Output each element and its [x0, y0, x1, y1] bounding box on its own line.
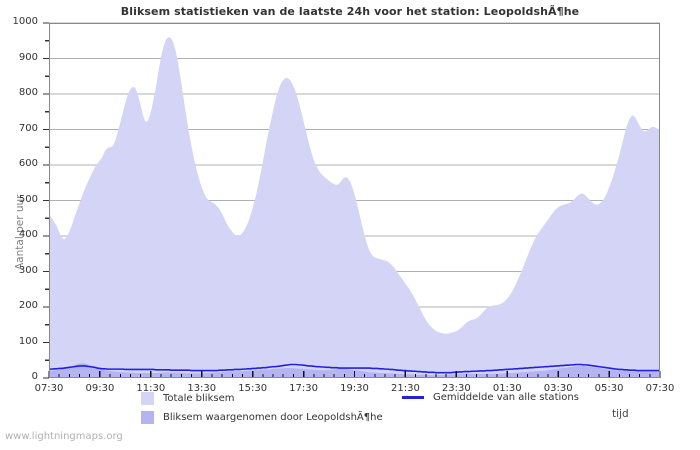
y-tick-label: 400	[18, 229, 38, 240]
legend-item-station: Bliksem waargenomen door LeopoldshÃ¶he	[141, 411, 383, 424]
x-tick-label: 11:30	[136, 383, 166, 394]
legend-label-average: Gemiddelde van alle stations	[433, 392, 579, 403]
series-line-average-all-stations	[49, 363, 660, 374]
x-tick-label: 15:30	[238, 383, 268, 394]
y-tick-label: 200	[18, 300, 38, 311]
plot-frame	[49, 23, 660, 378]
x-tick-label: 19:30	[340, 383, 369, 394]
y-tick-label: 100	[18, 335, 38, 347]
x-axis-title: tijd	[612, 408, 629, 420]
watermark: www.lightningmaps.org	[5, 431, 123, 442]
x-tick-label: 09:30	[85, 383, 115, 394]
light-lavender-swatch	[141, 392, 154, 405]
x-tick-label: 13:30	[187, 383, 217, 394]
y-tick-label: 1000	[12, 16, 38, 27]
legend-label-station: Bliksem waargenomen door LeopoldshÃ¶he	[163, 412, 383, 423]
y-tick-label: 500	[18, 193, 38, 205]
legend-label-total: Totale bliksem	[163, 393, 235, 404]
x-tick-label: 17:30	[289, 383, 318, 394]
y-tick-label: 900	[18, 51, 38, 63]
x-tick-label: 21:30	[390, 383, 420, 394]
y-tick-label: 800	[18, 87, 38, 98]
x-tick-label: 01:30	[492, 383, 522, 394]
medium-lavender-swatch	[141, 411, 154, 424]
legend-item-total: Totale bliksem	[141, 392, 234, 405]
y-tick-label: 300	[18, 264, 38, 276]
y-tick-label: 700	[18, 122, 38, 134]
x-tick-label: 03:30	[543, 383, 573, 394]
x-tick-label: 05:30	[594, 383, 624, 394]
blue-line-swatch	[402, 396, 424, 399]
y-tick-label: 0	[31, 371, 38, 382]
legend-item-average: Gemiddelde van alle stations	[402, 392, 579, 403]
y-tick-label: 600	[18, 158, 38, 169]
x-tick-label: 07:30	[645, 383, 675, 394]
x-tick-label: 07:30	[34, 383, 64, 394]
chart-title: Bliksem statistieken van de laatste 24h …	[120, 5, 580, 18]
x-tick-label: 23:30	[441, 383, 471, 394]
series-area-total-lightning	[49, 37, 660, 378]
